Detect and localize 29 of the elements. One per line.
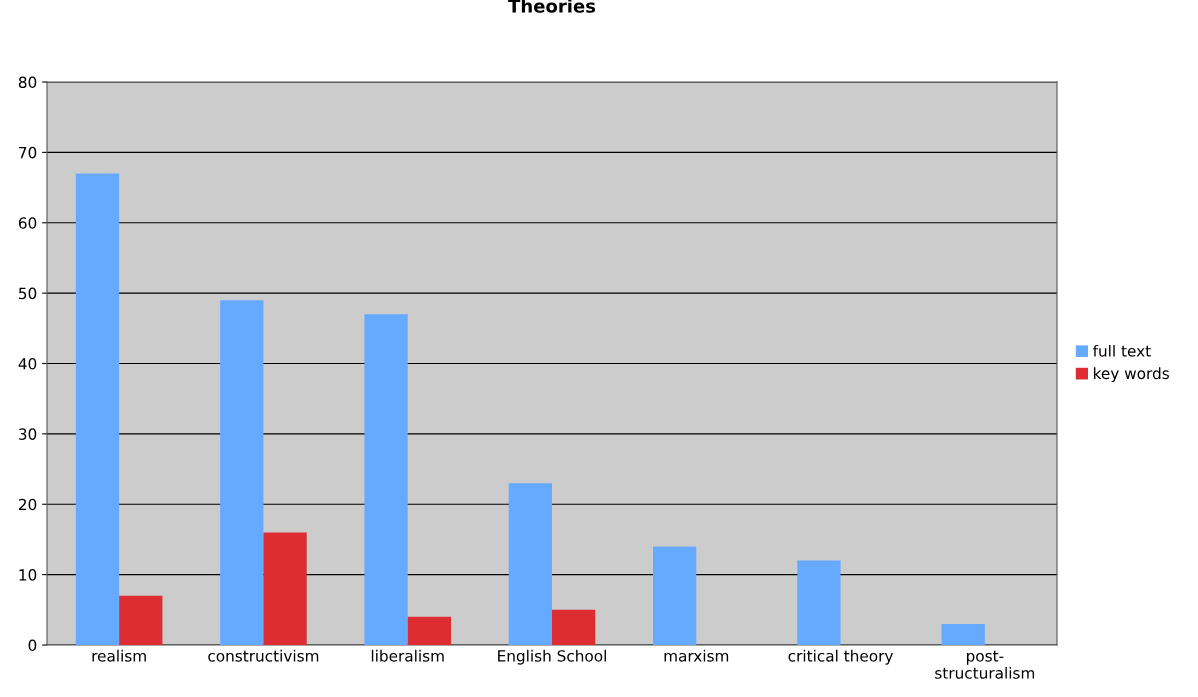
bar — [364, 314, 408, 645]
y-tick-label: 0 — [28, 639, 37, 652]
bar — [653, 546, 697, 645]
x-tick-label: English School — [498, 649, 606, 665]
y-tick-label: 40 — [18, 357, 37, 370]
bar — [508, 483, 552, 645]
y-tick-label: 70 — [19, 146, 37, 159]
y-tick-label: 80 — [18, 76, 37, 89]
y-tick-label: 50 — [19, 287, 37, 300]
bar — [941, 623, 985, 645]
bar — [797, 560, 841, 645]
bar — [407, 616, 451, 645]
y-tick-label: 30 — [19, 428, 37, 440]
y-tick-label: 10 — [19, 569, 37, 581]
x-tick-label: marxism — [664, 649, 729, 662]
bar — [263, 532, 307, 645]
x-tick-label: post- structuralism — [935, 650, 1035, 679]
x-tick-label: liberalism — [371, 649, 444, 662]
x-tick-label: critical theory — [788, 649, 893, 665]
bar — [75, 173, 120, 645]
legend-label: key words — [1093, 367, 1169, 383]
x-tick-label: realism — [92, 649, 146, 662]
bar — [552, 609, 596, 645]
x-tick-label: constructivism — [208, 649, 319, 662]
y-tick-label: 60 — [18, 217, 37, 229]
bar — [220, 300, 264, 645]
y-tick-label: 20 — [18, 498, 37, 511]
legend-label: full text — [1092, 344, 1151, 357]
bar — [119, 595, 163, 645]
